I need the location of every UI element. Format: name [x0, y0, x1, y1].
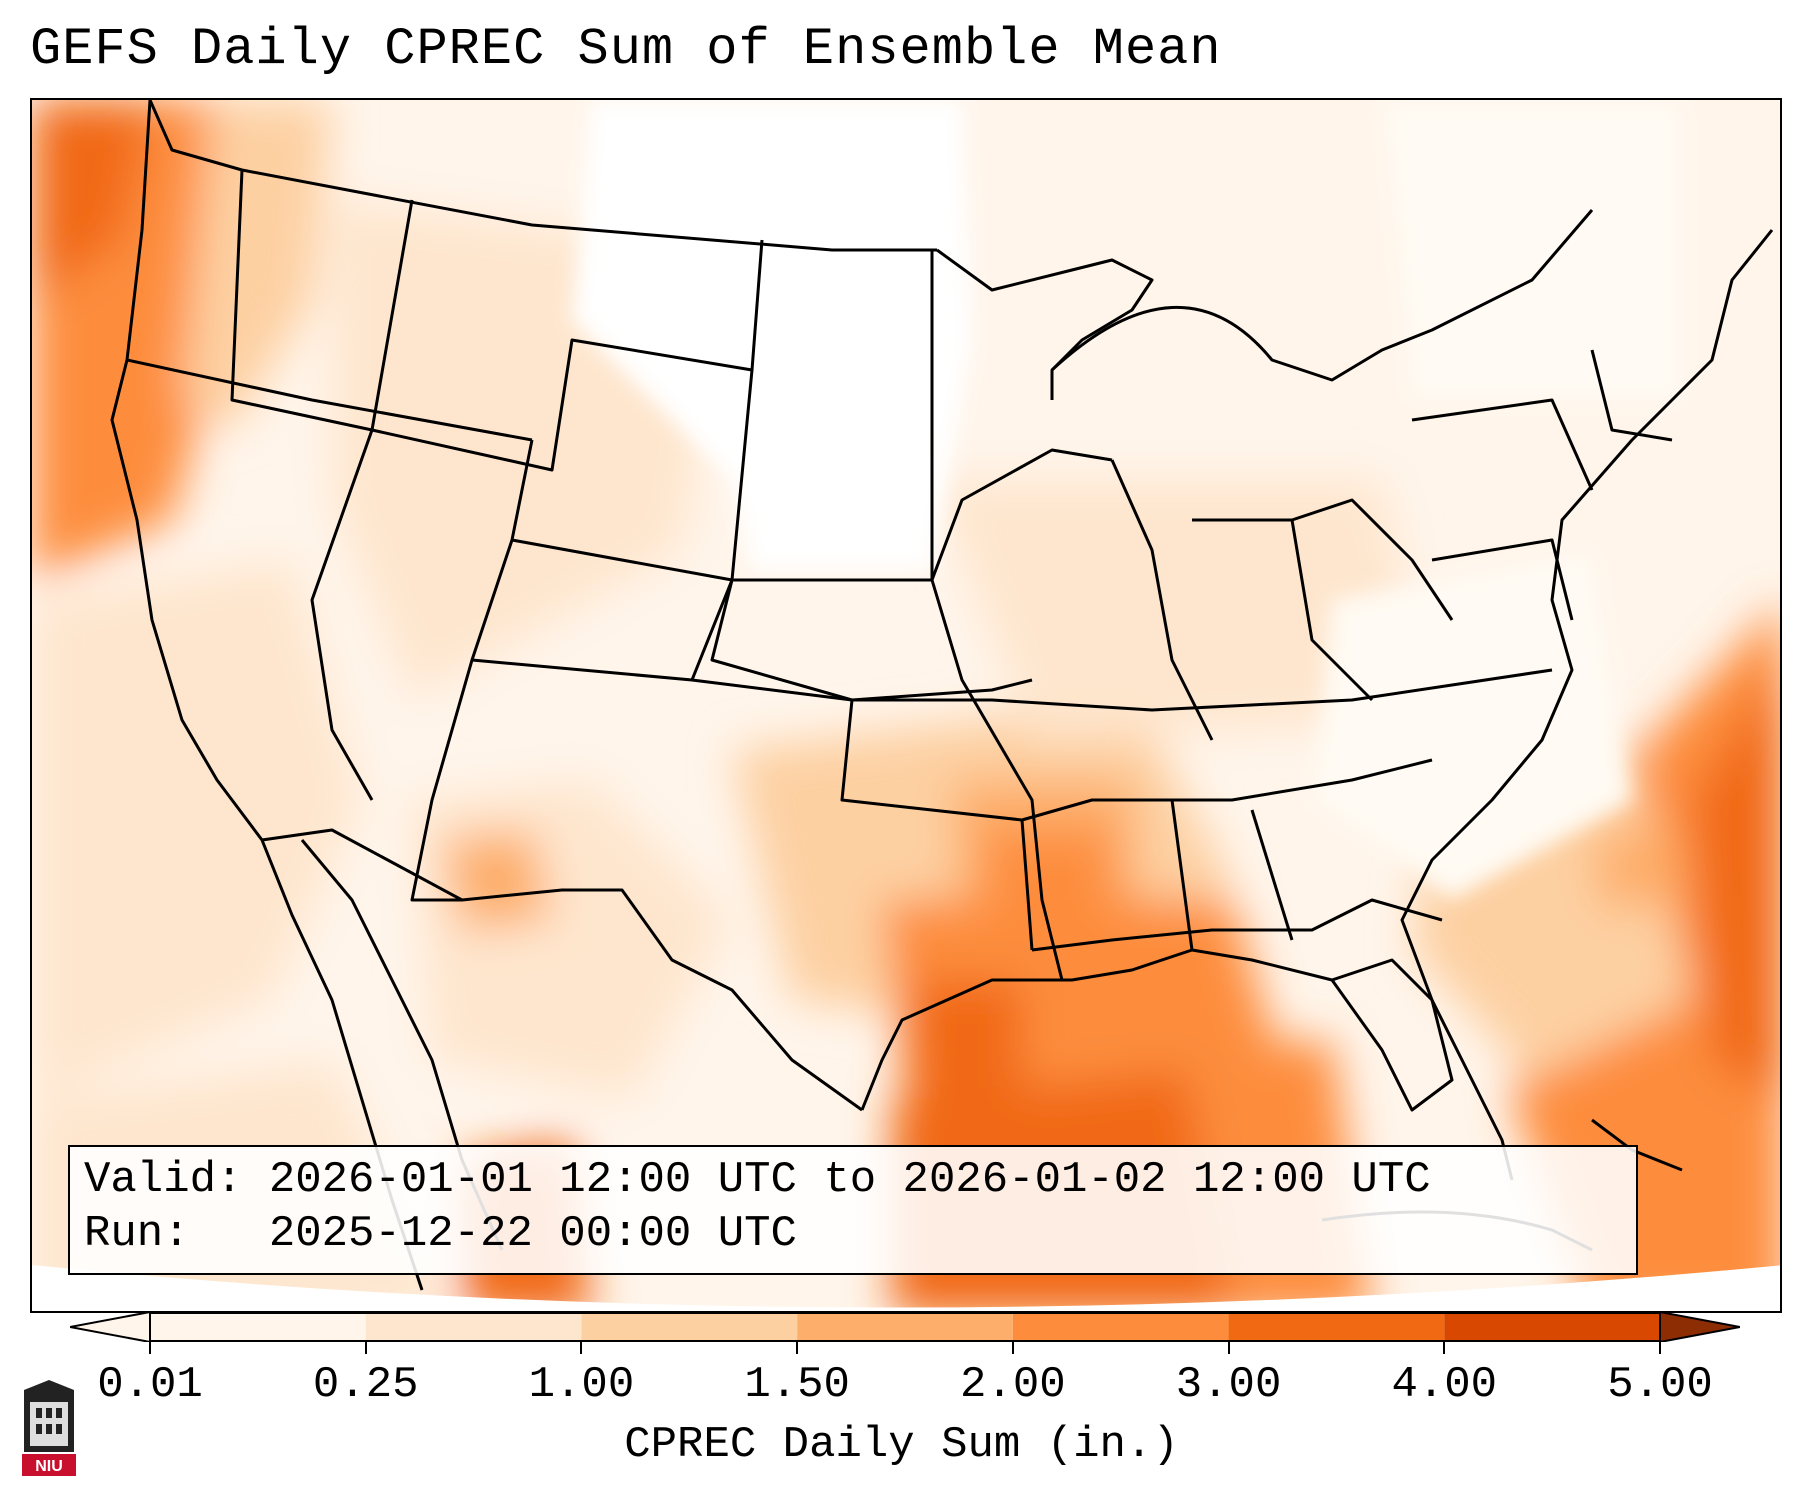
- colorbar-segment: [1012, 1312, 1229, 1342]
- colorbar-tick-label: 0.01: [97, 1360, 203, 1410]
- colorbar-tick-mark: [580, 1342, 583, 1354]
- valid-label: Valid:: [84, 1155, 243, 1205]
- logo-text: NIU: [35, 1458, 63, 1475]
- colorbar-label: CPREC Daily Sum (in.): [624, 1420, 1179, 1470]
- colorbar-segment: [365, 1312, 582, 1342]
- run-time: 2025-12-22 00:00 UTC: [268, 1209, 797, 1259]
- valid-time: 2026-01-01 12:00 UTC to 2026-01-02 12:00…: [268, 1155, 1431, 1205]
- colorbar: [70, 1312, 1740, 1342]
- colorbar-tick-label: 4.00: [1391, 1360, 1498, 1410]
- map-canvas: [32, 100, 1780, 1311]
- colorbar-segment: [1228, 1312, 1445, 1342]
- colorbar-segments: [149, 1312, 1661, 1342]
- colorbar-tick-mark: [1443, 1342, 1446, 1354]
- colorbar-tick-label: 3.00: [1175, 1360, 1282, 1410]
- colorbar-segment: [581, 1312, 798, 1342]
- colorbar-tick-mark: [1227, 1342, 1230, 1354]
- colorbar-segment: [150, 1312, 366, 1342]
- colorbar-tick-label: 1.00: [528, 1360, 635, 1410]
- colorbar-tick-mark: [796, 1342, 799, 1354]
- precipitation-map: Valid: 2026-01-01 12:00 UTC to 2026-01-0…: [30, 98, 1782, 1313]
- colorbar-segment: [797, 1312, 1013, 1342]
- dry-region: [572, 100, 1682, 900]
- colorbar-segment: [1444, 1312, 1660, 1342]
- colorbar-tick-label: 2.00: [960, 1360, 1066, 1410]
- colorbar-tick-label: 1.50: [744, 1360, 850, 1410]
- projection-edge: [32, 1265, 1780, 1311]
- colorbar-extend-low: [70, 1312, 151, 1342]
- colorbar-extend-high: [1659, 1312, 1740, 1342]
- colorbar-tick-mark: [364, 1342, 367, 1354]
- colorbar-tick-label: 0.25: [312, 1360, 419, 1410]
- colorbar-tick-label: 5.00: [1607, 1360, 1713, 1410]
- map-title: GEFS Daily CPREC Sum of Ensemble Mean: [30, 20, 1222, 79]
- run-label: Run:: [84, 1209, 190, 1259]
- colorbar-tick-mark: [1011, 1342, 1014, 1354]
- colorbar-tick-mark: [1659, 1342, 1661, 1354]
- run-info-box: Valid: 2026-01-01 12:00 UTC to 2026-01-0…: [68, 1145, 1638, 1275]
- colorbar-tick-mark: [149, 1342, 151, 1354]
- niu-logo: NIU: [22, 1380, 76, 1476]
